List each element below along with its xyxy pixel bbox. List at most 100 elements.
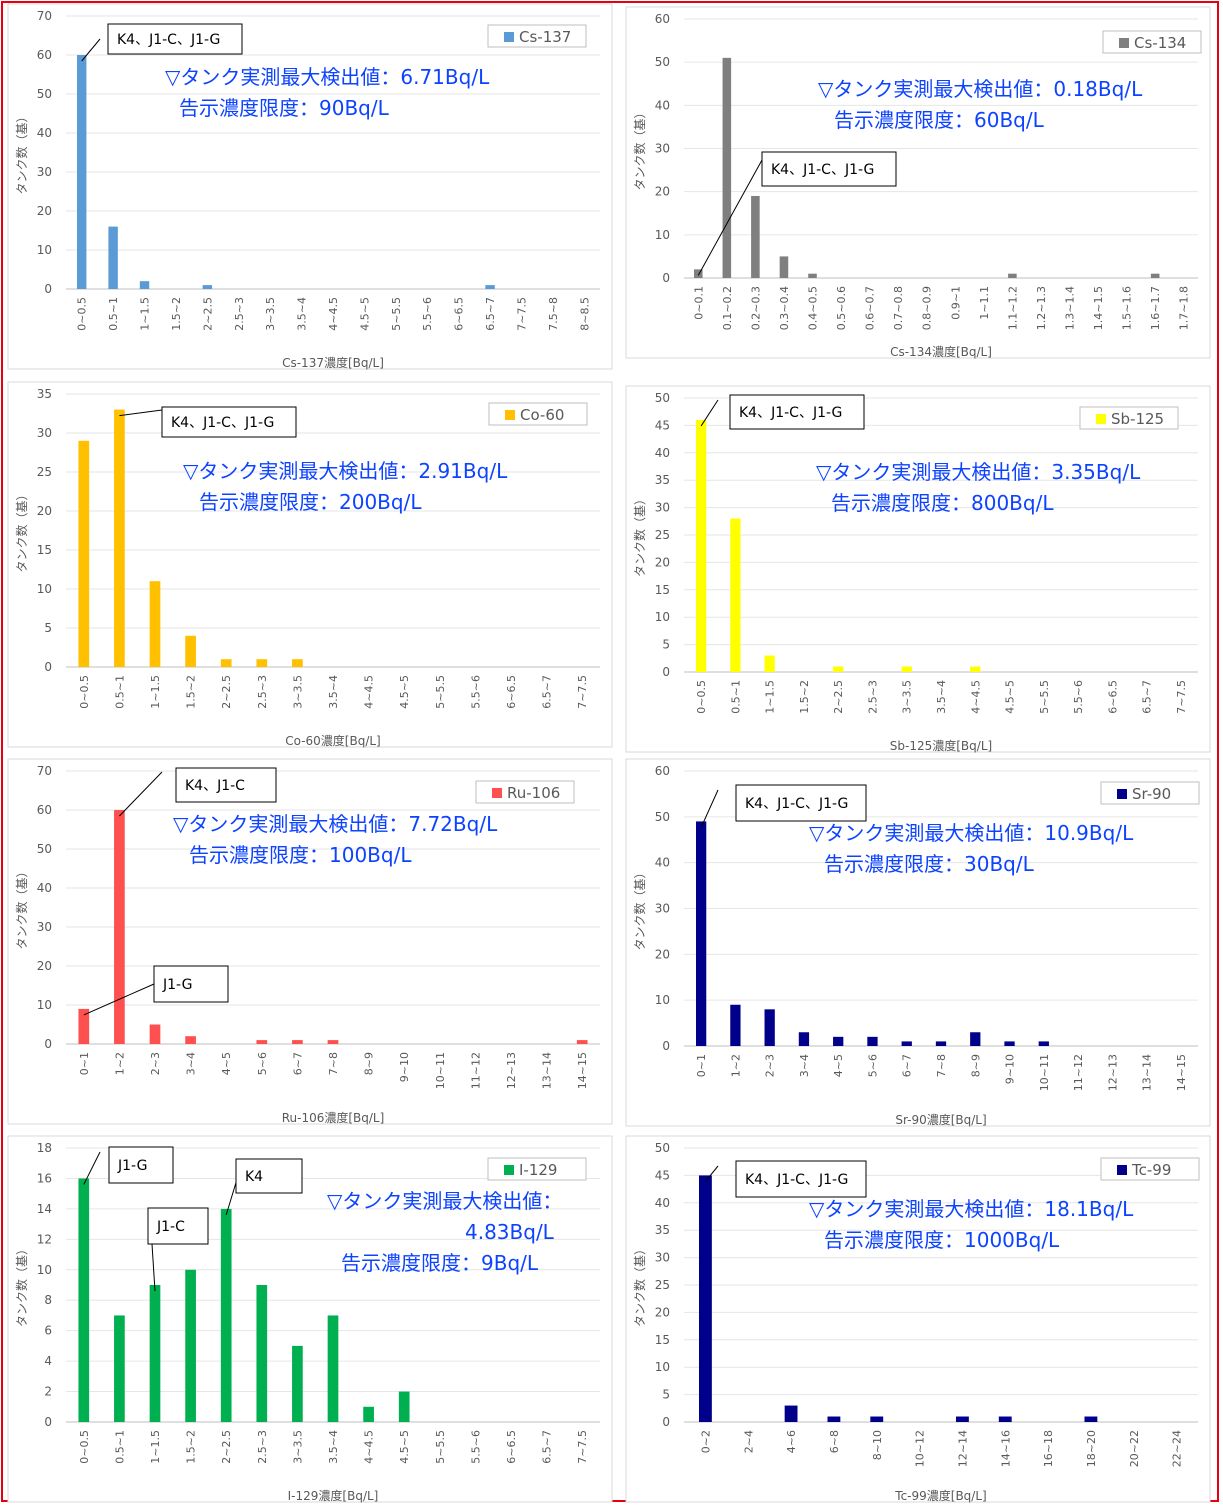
legend-label: Ru-106 — [507, 784, 560, 802]
bar-4~5 — [833, 1036, 844, 1046]
x-tick-label: 5~6 — [866, 1054, 879, 1077]
x-tick-label: 0~2 — [699, 1430, 712, 1453]
x-tick-label: 0~0.5 — [76, 297, 89, 331]
x-tick-label: 2~2.5 — [201, 297, 214, 331]
x-tick-label: 16~18 — [1042, 1430, 1055, 1467]
x-tick-label: 2~3 — [764, 1054, 777, 1077]
x-tick-label: 0~1 — [78, 1052, 91, 1075]
bar-1.6~1.7 — [1150, 273, 1160, 278]
x-tick-label: 8~9 — [363, 1052, 376, 1075]
y-tick-label: 20 — [655, 1305, 670, 1319]
y-axis-label: タンク数（基） — [632, 106, 647, 190]
x-tick-label: 6.5~7 — [1141, 680, 1154, 714]
y-tick-label: 10 — [655, 1360, 670, 1374]
callout-leader — [700, 789, 719, 828]
y-axis-label: タンク数（基） — [632, 866, 647, 950]
x-tick-label: 3~3.5 — [291, 1430, 304, 1464]
callout-leader — [119, 409, 163, 417]
y-tick-label: 20 — [655, 555, 670, 569]
y-tick-label: 30 — [655, 902, 670, 916]
y-tick-label: 60 — [655, 764, 670, 778]
bar-8~10 — [870, 1416, 884, 1422]
y-axis-label: タンク数（基） — [632, 1243, 647, 1327]
y-tick-label: 30 — [37, 920, 52, 934]
x-tick-label: 1.5~1.6 — [1121, 286, 1134, 330]
bar-2~2.5 — [202, 285, 213, 289]
y-axis-label: タンク数（基） — [14, 1243, 29, 1327]
x-tick-label: 1.5~2 — [798, 680, 811, 714]
callout-box — [153, 965, 229, 1003]
x-tick-label: 1~1.5 — [149, 1430, 162, 1464]
x-tick-label: 4.5~5 — [358, 297, 371, 331]
x-tick-label: 1~1.5 — [139, 297, 152, 331]
y-tick-label: 50 — [655, 391, 670, 405]
x-tick-label: 10~11 — [1038, 1054, 1051, 1091]
legend-swatch — [1096, 414, 1106, 424]
bar-0~0.1 — [693, 269, 703, 278]
bar-1~2 — [730, 1004, 741, 1046]
y-tick-label: 0 — [44, 282, 52, 296]
y-tick-label: 10 — [37, 998, 52, 1012]
x-tick-label: 2~2.5 — [220, 675, 233, 709]
annotation-note-line: ▽タンク実測最大検出値：6.71Bq/L — [165, 65, 490, 89]
y-tick-label: 0 — [662, 1415, 670, 1429]
x-axis-label: Cs-134濃度[Bq/L] — [890, 344, 992, 359]
x-tick-label: 3.5~4 — [327, 1430, 340, 1464]
x-tick-label: 5.5~6 — [1072, 680, 1085, 714]
x-tick-label: 13~14 — [541, 1052, 554, 1089]
callout-leader — [83, 1151, 101, 1185]
x-tick-label: 6~6.5 — [1106, 680, 1119, 714]
callout-leader — [83, 983, 155, 1016]
annotation-note-line: 告示濃度限度：800Bq/L — [831, 491, 1054, 515]
x-tick-label: 0~0.1 — [692, 286, 705, 320]
callout-leader — [697, 159, 763, 276]
x-tick-label: 3~3.5 — [901, 680, 914, 714]
x-tick-label: 20~22 — [1128, 1430, 1141, 1467]
bar-1.5~2 — [185, 1269, 196, 1422]
bar-0~1 — [78, 1008, 90, 1044]
bar-0.5~1 — [114, 409, 125, 667]
chart-sb-125: 0 5 10 15 20 25 30 35 40 45 50 0~0.5 0.5~1 1~1.5 1.5~2… — [625, 385, 1211, 753]
callout-label: K4、J1-C、J1-G — [117, 32, 220, 48]
annotation-note-line: 4.83Bq/L — [465, 1220, 555, 1244]
bar-0~0.5 — [78, 440, 90, 667]
y-tick-label: 35 — [37, 387, 52, 401]
y-tick-label: 10 — [655, 228, 670, 242]
x-tick-label: 1.2~1.3 — [1035, 286, 1048, 330]
bar-4~4.5 — [363, 1406, 374, 1422]
x-tick-label: 1~2 — [729, 1054, 742, 1077]
callout-label: K4、J1-C — [185, 778, 245, 794]
x-tick-label: 11~12 — [1072, 1054, 1085, 1091]
bar-4~6 — [784, 1405, 798, 1422]
annotation-note-line: ▽タンク実測最大検出値：3.35Bq/L — [816, 460, 1141, 484]
x-tick-label: 7~7.5 — [576, 675, 589, 709]
x-tick-label: 4~4.5 — [363, 675, 376, 709]
callout-leader — [119, 771, 163, 817]
x-tick-label: 0.5~1 — [107, 297, 120, 331]
x-tick-label: 5~5.5 — [1038, 680, 1051, 714]
callout-leader — [705, 1165, 719, 1182]
y-axis-label: タンク数（基） — [14, 488, 29, 572]
legend-swatch — [504, 32, 514, 42]
chart-sr-90: 0 10 20 30 40 50 60 0~1 1~2 2~3 3~4 4~5 5~6 6~7 7~8 8~9… — [625, 758, 1211, 1127]
legend-label: Cs-134 — [1134, 34, 1186, 52]
bar-3~4 — [798, 1032, 810, 1046]
y-tick-label: 25 — [37, 465, 52, 479]
x-tick-label: 11~12 — [469, 1052, 482, 1089]
callout-box — [175, 767, 277, 803]
x-tick-label: 7~8 — [935, 1054, 948, 1077]
bar-1~2 — [114, 810, 125, 1044]
callout-box — [161, 406, 297, 438]
annotation-note-line: 告示濃度限度：60Bq/L — [834, 108, 1045, 132]
y-tick-label: 70 — [37, 764, 52, 778]
y-axis-label: タンク数（基） — [14, 110, 29, 194]
bar-1~1.5 — [764, 655, 775, 672]
chart-co-60: 0 5 10 15 20 25 30 35 0~0.5 0.5~1 1~1.5 1.5~2 2~2.5 2… — [7, 381, 613, 748]
x-tick-label: 0.4~0.5 — [807, 286, 820, 330]
callout-box — [761, 151, 897, 187]
y-tick-label: 0 — [44, 1415, 52, 1429]
chart-i-129: 0 2 4 6 8 10 12 14 16 18 0~0.5 0.5~1 1~1.5 1.5~2 2~2.5… — [7, 1135, 613, 1503]
legend-swatch — [1117, 1165, 1127, 1175]
y-tick-label: 20 — [37, 959, 52, 973]
